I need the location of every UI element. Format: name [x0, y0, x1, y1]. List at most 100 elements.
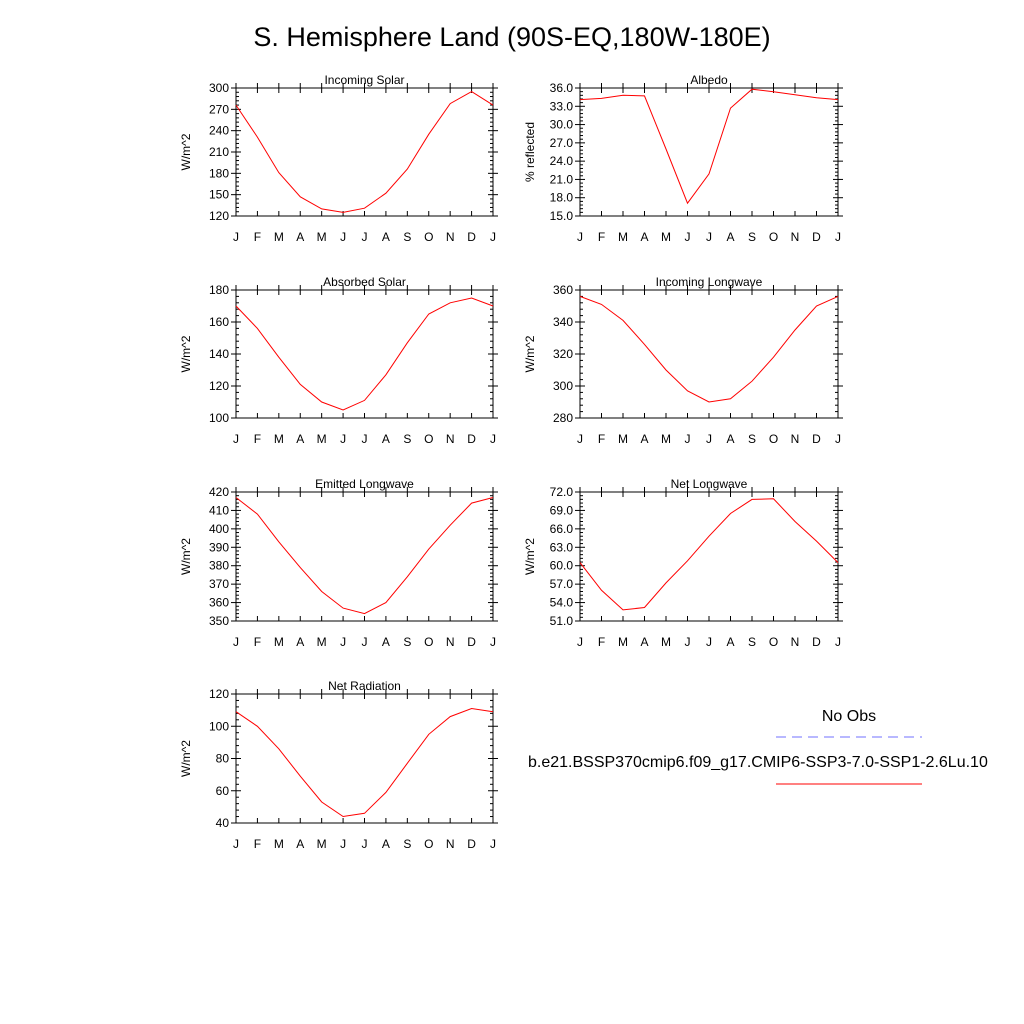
panel-title: Albedo	[690, 73, 728, 87]
legend-obs-label: No Obs	[822, 708, 876, 725]
x-tick-label: J	[706, 432, 712, 446]
x-tick-label: J	[577, 230, 583, 244]
y-tick-label: 140	[209, 347, 229, 361]
x-tick-label: J	[706, 230, 712, 244]
x-tick-label: J	[835, 432, 841, 446]
x-tick-label: J	[835, 635, 841, 649]
x-tick-label: J	[490, 837, 496, 851]
y-tick-label: 180	[209, 166, 229, 180]
x-tick-label: J	[233, 635, 239, 649]
x-tick-label: S	[403, 837, 411, 851]
x-tick-label: J	[685, 432, 691, 446]
x-tick-label: A	[296, 837, 304, 851]
x-tick-label: S	[748, 230, 756, 244]
x-tick-label: J	[835, 230, 841, 244]
y-tick-label: 80	[216, 752, 230, 766]
y-tick-label: 410	[209, 503, 229, 517]
x-tick-label: A	[382, 230, 390, 244]
y-tick-label: 40	[216, 816, 230, 830]
y-tick-label: 210	[209, 145, 229, 159]
y-tick-label: 15.0	[550, 209, 574, 223]
legend-model-label: b.e21.BSSP370cmip6.f09_g17.CMIP6-SSP3-7.…	[528, 754, 988, 771]
y-tick-label: 66.0	[550, 522, 574, 536]
y-tick-label: 380	[209, 559, 229, 573]
series-line-model	[235, 91, 494, 213]
x-tick-label: A	[382, 635, 390, 649]
x-tick-label: O	[769, 432, 778, 446]
x-tick-label: M	[661, 432, 671, 446]
y-tick-label: 72.0	[550, 485, 574, 499]
x-tick-label: J	[340, 432, 346, 446]
figure-title: S. Hemisphere Land (90S-EQ,180W-180E)	[253, 22, 770, 52]
x-tick-label: D	[467, 432, 476, 446]
x-tick-label: S	[748, 432, 756, 446]
x-tick-label: O	[424, 230, 433, 244]
x-tick-label: J	[362, 635, 368, 649]
y-tick-label: 51.0	[550, 614, 574, 628]
panel-title: Absorbed Solar	[323, 275, 406, 289]
x-tick-label: D	[467, 837, 476, 851]
x-tick-label: A	[640, 432, 648, 446]
x-tick-label: A	[726, 432, 734, 446]
x-tick-label: O	[424, 837, 433, 851]
x-tick-label: N	[446, 837, 455, 851]
x-tick-label: D	[467, 230, 476, 244]
x-tick-label: A	[726, 635, 734, 649]
x-tick-label: A	[296, 432, 304, 446]
x-tick-label: O	[424, 432, 433, 446]
x-tick-label: A	[726, 230, 734, 244]
x-tick-label: A	[296, 230, 304, 244]
x-tick-label: M	[274, 837, 284, 851]
y-tick-label: 420	[209, 485, 229, 499]
panel-title: Net Radiation	[328, 679, 401, 693]
x-tick-label: N	[446, 635, 455, 649]
y-tick-label: 120	[209, 379, 229, 393]
x-tick-label: M	[618, 635, 628, 649]
series-line-model	[579, 88, 839, 205]
series-line-model	[235, 707, 494, 818]
y-tick-label: 120	[209, 687, 229, 701]
plot-frame	[235, 693, 494, 824]
panel-title: Net Longwave	[671, 477, 748, 491]
x-tick-label: M	[661, 230, 671, 244]
x-tick-label: A	[382, 837, 390, 851]
y-axis-label: W/m^2	[179, 538, 193, 575]
x-tick-label: F	[598, 230, 605, 244]
y-tick-label: 54.0	[550, 596, 574, 610]
x-tick-label: F	[254, 635, 261, 649]
x-tick-label: J	[233, 837, 239, 851]
y-tick-label: 320	[553, 347, 573, 361]
x-tick-label: M	[317, 635, 327, 649]
y-tick-label: 150	[209, 188, 229, 202]
x-tick-label: O	[769, 230, 778, 244]
x-tick-label: N	[791, 230, 800, 244]
x-tick-label: J	[706, 635, 712, 649]
x-tick-label: J	[362, 230, 368, 244]
x-tick-label: J	[233, 230, 239, 244]
series-line-model	[579, 498, 839, 611]
x-tick-label: M	[274, 432, 284, 446]
y-tick-label: 360	[209, 596, 229, 610]
x-tick-label: M	[618, 230, 628, 244]
x-tick-label: F	[254, 837, 261, 851]
series-line-model	[235, 297, 494, 411]
y-tick-label: 240	[209, 124, 229, 138]
y-tick-label: 390	[209, 540, 229, 554]
y-tick-label: 340	[553, 315, 573, 329]
x-tick-label: J	[340, 837, 346, 851]
x-tick-label: N	[446, 230, 455, 244]
x-tick-label: J	[340, 230, 346, 244]
x-tick-label: M	[661, 635, 671, 649]
y-axis-label: W/m^2	[523, 538, 537, 575]
x-tick-label: J	[340, 635, 346, 649]
x-tick-label: S	[403, 635, 411, 649]
y-tick-label: 27.0	[550, 136, 574, 150]
panel-title: Incoming Solar	[324, 73, 404, 87]
y-tick-label: 63.0	[550, 540, 574, 554]
